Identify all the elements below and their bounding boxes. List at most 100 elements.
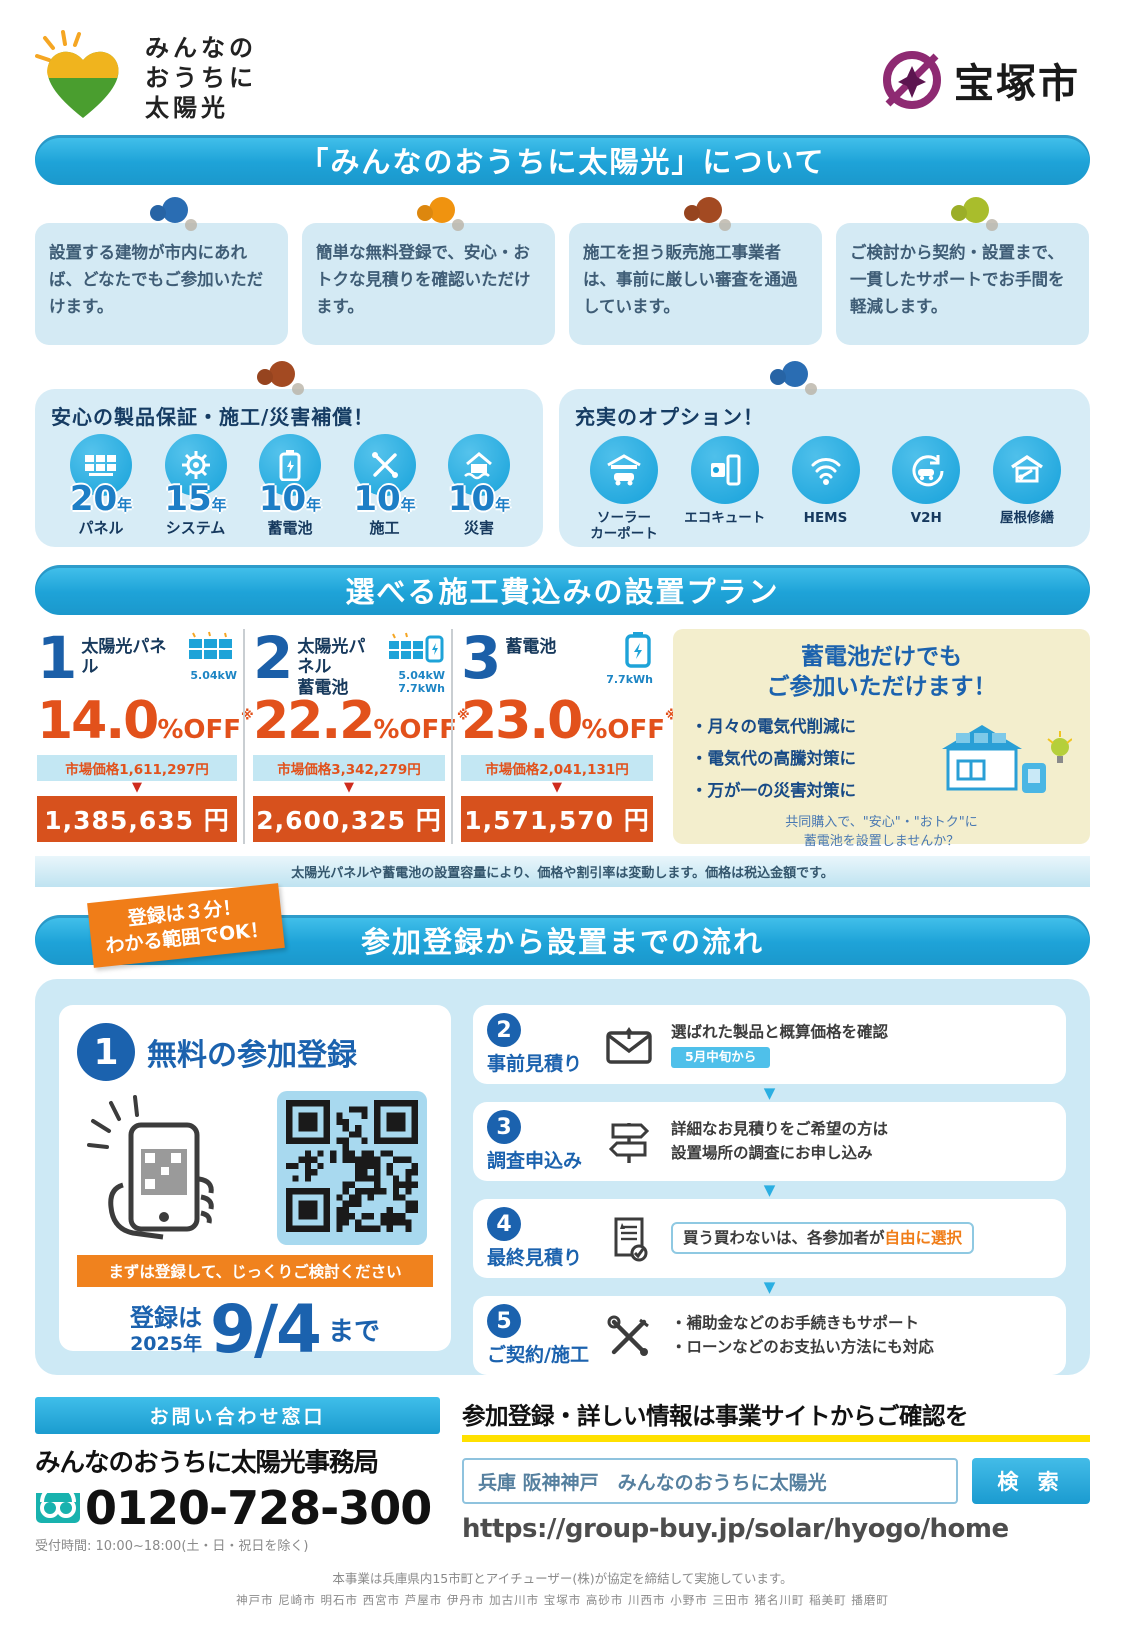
years-value: 10 [353, 479, 401, 519]
market-label: 市場価格 [485, 762, 540, 778]
logo-line1: みんなの [145, 34, 257, 62]
battery-box-title1: 蓄電池だけでも [801, 644, 962, 670]
phone-row[interactable]: 0120-728-300 [35, 1481, 440, 1535]
plan-2: 2 太陽光パネル 蓄電池 5.04kW 7.7kWh 22.2%OFF※ 市場価格… [243, 629, 470, 844]
warranty-badges: 20年 パネル 15年 システム 10年 蓄電池 [51, 434, 529, 538]
warranty-badge-system: 15年 システム [150, 434, 242, 538]
tools-icon [597, 1314, 661, 1358]
years-unit: 年 [117, 496, 133, 514]
warranty-panel: 安心の製品保証・施工/災害補償！ 20年 パネル 15年 システム [35, 361, 543, 547]
step-title: ご契約/施工 [487, 1344, 589, 1366]
takarazuka-city-mark-icon [883, 51, 941, 109]
options-panel: 充実のオプション！ ソーラー カーポート エコキュート [559, 361, 1090, 547]
step-desc-line2: 設置場所の調査にお申し込み [671, 1143, 873, 1162]
deadline-suffix: まで [327, 1317, 380, 1347]
plans-banner: 選べる施工費込みの設置プラン [35, 565, 1090, 615]
about-card-2-text: 簡単な無料登録で、安心・おトクな見積りを確認いただけます。 [316, 243, 531, 317]
option-solar-carport: ソーラー カーポート [575, 436, 673, 542]
solar-carport-icon [590, 436, 658, 504]
house-battery-illustration [922, 713, 1073, 809]
battery-box-bullets: 月々の電気代削減に 電気代の高騰対策に 万が一の災害対策に [691, 713, 857, 809]
disaster-icon [448, 434, 510, 496]
option-v2h: V2H [877, 436, 975, 542]
office-hours: 受付時間: 10:00~18:00(土・日・祝日を除く) [35, 1539, 309, 1554]
step-number: 5 [487, 1304, 521, 1338]
phone-scan-illustration [87, 1095, 214, 1240]
market-price: 1,611,297円 [119, 762, 209, 778]
about-card-4: ご検討から契約・設置まで、一貫したサポートでお手間を軽減します。 [836, 197, 1089, 345]
years-unit: 年 [495, 496, 511, 514]
plan-number: 3 [461, 624, 502, 692]
market-label: 市場価格 [65, 762, 120, 778]
plan-3: 3 蓄電池 7.7kWh 23.0%OFF※ 市場価格2,041,131円 ▼ … [451, 624, 678, 844]
discount-value: 23.0 [461, 691, 583, 751]
footnote-program: 本事業は兵庫県内15市町とアイチューザー(株)が協定を締結して実施しています。 [332, 1571, 793, 1586]
hems-icon [791, 436, 860, 504]
discount-off-label: %OFF [373, 715, 457, 745]
phone-number[interactable]: 0120-728-300 [85, 1481, 432, 1535]
program-logo-text: みんなの おうちに 太陽光 [145, 33, 257, 123]
signpost-icon [597, 1119, 661, 1165]
warranty-badge-battery: 10年 蓄電池 [244, 434, 336, 538]
down-arrow-icon: ▼ [344, 780, 354, 795]
step4-row: 4 最終見積り 買う買わないは、各参加者が自由に選択 [473, 1199, 1066, 1278]
header: みんなの おうちに 太陽光 宝塚市 [35, 30, 1090, 135]
logo-line3: 太陽光 [145, 94, 229, 122]
years-value: 15 [164, 479, 212, 519]
bullet-item: 万が一の災害対策に [691, 777, 857, 801]
bullet-item: 電気代の高騰対策に [691, 745, 857, 769]
badge-label: パネル [78, 519, 124, 537]
plan-name: 蓄電池 [505, 637, 557, 657]
discount-off-label: %OFF [581, 715, 665, 745]
mail-icon [597, 1025, 661, 1065]
pushpin-icon [782, 361, 818, 395]
step-desc-line1: 詳細なお見積りをご希望の方は [671, 1120, 889, 1139]
badge-label: 災害 [463, 519, 494, 537]
feature-panels: 安心の製品保証・施工/災害補償！ 20年 パネル 15年 システム [35, 361, 1090, 547]
down-arrow-icon: ▼ [552, 780, 562, 795]
site-url[interactable]: https://group-buy.jp/solar/hyogo/home [462, 1514, 1009, 1544]
about-card-2: 簡単な無料登録で、安心・おトクな見積りを確認いただけます。 [302, 197, 555, 345]
plan-capacity: 7.7kWh [606, 673, 653, 686]
plan-number: 1 [37, 624, 78, 692]
step-desc-line2: ・ローンなどのお支払い方法にも対応 [671, 1337, 934, 1356]
sun-heart-logo-icon [35, 30, 119, 118]
option-ecocute: エコキュート [676, 436, 774, 542]
search-input[interactable]: 兵庫 阪神神戸 みんなのおうちに太陽光 [462, 1458, 958, 1504]
step3-row: 3 調査申込み 詳細なお見積りをご希望の方は 設置場所の調査にお申し込み [473, 1102, 1066, 1181]
down-arrow-icon: ▼ [763, 1278, 776, 1296]
battery-box-footer1: 共同購入で、"安心"・"おトク"に [785, 814, 978, 830]
battery-only-box: 蓄電池だけでも ご参加いただけます！ 月々の電気代削減に 電気代の高騰対策に 万… [673, 629, 1090, 849]
plans-note: 太陽光パネルや蓄電池の設置容量により、価格や割引率は変動します。価格は税込金額で… [35, 856, 1090, 887]
step-title: 最終見積り [487, 1247, 583, 1269]
option-label: HEMS [803, 510, 848, 526]
step1-number: 1 [77, 1023, 135, 1081]
badge-label: 施工 [369, 519, 400, 537]
footnote-municipalities: 神戸市 尼崎市 明石市 西宮市 芦屋市 伊丹市 加古川市 宝塚市 高砂市 川西市… [236, 1593, 889, 1607]
city-logo: 宝塚市 [880, 48, 1080, 112]
tools-icon [353, 434, 416, 496]
search-button[interactable]: 検 索 [972, 1458, 1090, 1504]
roof-repair-icon [993, 436, 1061, 504]
step1-card: 1 無料の参加登録 まずは登録して、じっくりご検討ください [59, 1005, 451, 1368]
about-card-1-text: 設置する建物が市内にあれば、どなたでもご参加いただけます。 [49, 243, 264, 317]
ecocute-icon [690, 436, 759, 504]
option-roof-repair: 屋根修繕 [978, 436, 1076, 542]
qr-code[interactable] [277, 1091, 427, 1245]
registration-deadline: 登録は 2025年 9/4 まで [77, 1291, 433, 1368]
plan-price: 1,571,570 円 [461, 796, 653, 843]
step-desc: 選ばれた製品と概算価格を確認 [671, 1022, 889, 1041]
down-arrow-icon: ▼ [132, 780, 142, 795]
warranty-title: 安心の製品保証・施工/災害補償！ [51, 405, 375, 429]
step-title: 調査申込み [487, 1150, 583, 1172]
contact-bar: お問い合わせ窓口 [35, 1397, 440, 1434]
discount-value: 22.2 [253, 691, 375, 751]
deadline-year: 2025年 [130, 1332, 202, 1355]
option-items: ソーラー カーポート エコキュート HEMS [575, 436, 1076, 542]
city-name: 宝塚市 [954, 61, 1080, 107]
steps-column: 2 事前見積り 選ばれた製品と概算価格を確認 5月中旬から ▼ 3 調査申込み [473, 1005, 1066, 1375]
step-title: 事前見積り [487, 1053, 583, 1075]
plan-name: 太陽光パネル [81, 637, 167, 678]
about-card-3: 施工を担う販売施工事業者は、事前に厳しい審査を通過しています。 [569, 197, 822, 345]
discount-value: 14.0 [37, 691, 159, 751]
